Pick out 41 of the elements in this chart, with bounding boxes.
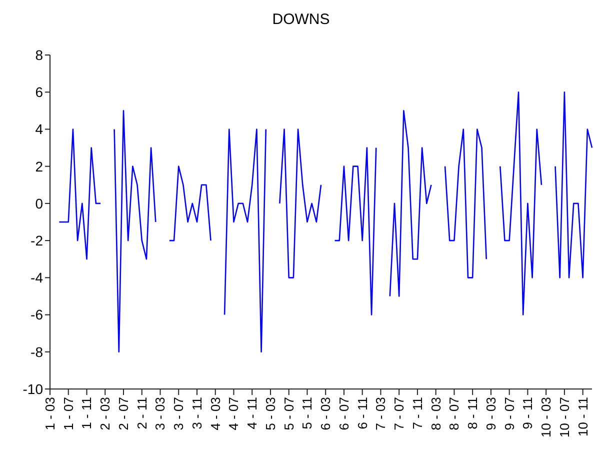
x-tick-label: 3 - 11 (189, 397, 204, 430)
x-tick-label: 1 - 07 (60, 397, 76, 430)
x-tick-label: 5 - 03 (262, 397, 278, 430)
x-tick-label: 9 - 07 (502, 397, 517, 430)
y-tick-label: -4 (30, 270, 44, 286)
x-tick-label: 4 - 11 (244, 397, 260, 430)
x-tick-label: 8 - 11 (465, 397, 480, 430)
y-tick-label: 0 (35, 195, 44, 212)
x-tick-label: 2 - 07 (116, 397, 131, 430)
x-tick-label: 10 - 07 (556, 397, 572, 438)
chart-title: DOWNS (271, 11, 331, 28)
y-tick-label: 6 (35, 84, 44, 100)
x-tick-label: 5 - 11 (300, 397, 315, 430)
x-tick-label: 4 - 07 (226, 397, 242, 430)
y-tick-label: 8 (35, 46, 44, 63)
x-tick-label: 7 - 11 (410, 397, 425, 430)
x-tick-label: 5 - 07 (281, 397, 296, 430)
y-tick-label: 4 (35, 121, 44, 138)
x-tick-label: 6 - 07 (336, 397, 352, 430)
x-tick-label: 1 - 03 (42, 397, 58, 430)
x-tick-label: 8 - 03 (428, 397, 444, 430)
x-tick-label: 2 - 03 (98, 397, 113, 430)
x-tick-label: 3 - 03 (152, 397, 168, 430)
x-tick-label: 9 - 03 (483, 397, 498, 430)
x-tick-label: 10 - 03 (538, 397, 554, 438)
x-tick-label: 6 - 03 (318, 397, 334, 430)
x-tick-label: 4 - 03 (208, 397, 223, 430)
y-tick-label: -8 (30, 344, 44, 360)
x-tick-label: 7 - 07 (392, 397, 407, 430)
y-tick-label: 2 (35, 158, 44, 174)
x-tick-label: 10 - 11 (575, 397, 590, 437)
x-tick-label: 3 - 07 (171, 397, 186, 430)
x-tick-label: 8 - 07 (446, 397, 462, 430)
x-tick-label: 7 - 03 (373, 397, 388, 430)
y-tick-label: -6 (30, 306, 44, 323)
x-tick-label: 9 - 11 (520, 397, 536, 430)
x-tick-label: 6 - 11 (354, 397, 370, 430)
x-tick-label: 2 - 11 (134, 397, 150, 430)
x-tick-label: 1 - 11 (79, 397, 94, 430)
y-tick-label: -10 (22, 380, 44, 397)
y-tick-label: -2 (30, 232, 44, 249)
